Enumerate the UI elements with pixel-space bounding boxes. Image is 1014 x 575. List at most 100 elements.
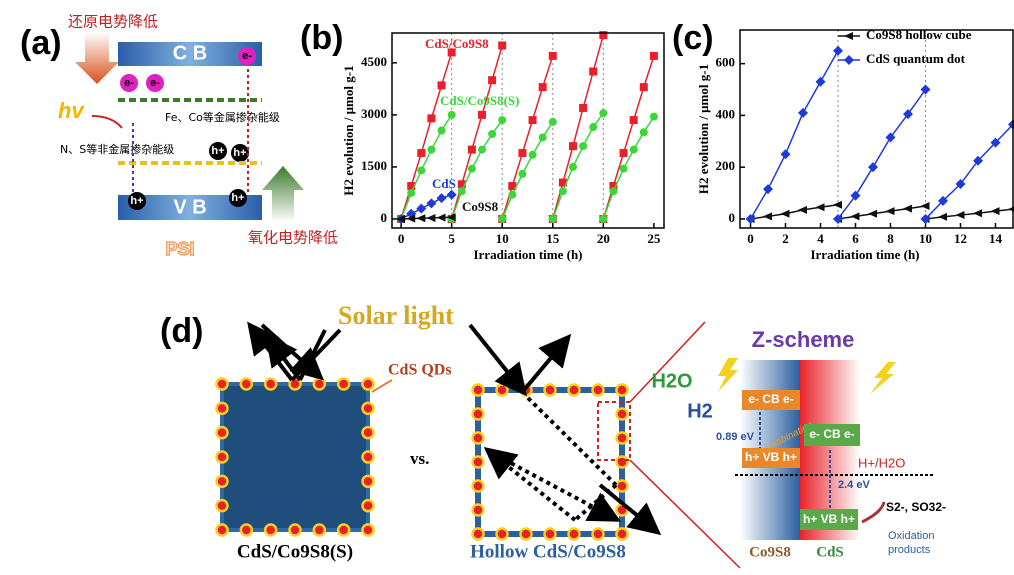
marker: [815, 203, 825, 212]
electron-label: e-: [150, 77, 160, 89]
arrow: [262, 166, 304, 222]
x-tick-label: 10: [496, 231, 509, 246]
marker: [844, 32, 853, 40]
arrow: [91, 115, 123, 129]
marker: [763, 212, 772, 221]
hole-label: h+: [130, 195, 143, 207]
zoom-line: [629, 459, 741, 569]
ions-label: S2-, SO32-: [886, 500, 946, 514]
marker: [990, 137, 1001, 148]
marker: [938, 195, 948, 206]
series-label: Co9S8: [462, 199, 499, 214]
marker: [548, 214, 557, 223]
quantum-dot: [495, 527, 509, 541]
marker: [868, 209, 877, 218]
quantum-dot: [361, 523, 375, 537]
marker: [407, 188, 416, 197]
marker: [868, 162, 878, 173]
ray: [522, 333, 572, 392]
marker: [477, 145, 486, 154]
quantum-dot: [215, 474, 229, 489]
legend-label: Co9S8 hollow cube: [866, 27, 972, 42]
y-tick-label: 600: [716, 55, 736, 70]
marker: [938, 212, 947, 221]
marker: [990, 207, 1000, 216]
quantum-dot: [215, 523, 229, 537]
ray: [483, 447, 577, 522]
products-label: Oxidation: [888, 530, 934, 542]
quantum-dot: [336, 377, 351, 391]
zoom-box: [597, 401, 631, 461]
arrow: [861, 501, 886, 524]
marker: [417, 166, 426, 175]
vb-box: [742, 448, 800, 468]
marker: [599, 214, 608, 223]
marker: [426, 213, 436, 222]
marker: [446, 189, 457, 200]
lightning: [870, 362, 896, 394]
marker: [558, 187, 567, 196]
h2o-label: H2O: [651, 370, 692, 392]
x-tick-label: 10: [919, 231, 932, 246]
marker: [518, 169, 527, 178]
gap-label: 0.89 eV: [716, 431, 755, 443]
marker: [920, 202, 930, 210]
hole-label: h+: [233, 147, 246, 159]
quantum-dot: [215, 377, 229, 391]
panel-a: (a) 还原电势降低 C B e- e- e- hv Fe、Co等金属掺杂能级 …: [20, 13, 338, 260]
cb-label: e- CB e-: [809, 427, 854, 441]
hole: [229, 189, 247, 207]
lightning: [718, 358, 738, 392]
panel-label: (a): [20, 24, 62, 62]
marker: [589, 67, 598, 76]
marker: [833, 200, 842, 209]
series-line: [400, 34, 655, 220]
zscheme-title: Z-scheme: [752, 327, 855, 352]
marker: [639, 83, 648, 92]
quantum-dot: [591, 527, 605, 541]
marker: [446, 213, 456, 222]
quantum-dot: [471, 407, 485, 421]
marker: [780, 149, 791, 160]
marker: [833, 45, 843, 56]
marker: [548, 117, 557, 126]
marker: [629, 145, 638, 154]
quantum-dot: [239, 377, 254, 391]
quantum-dot: [615, 407, 629, 421]
gap-label: 2.4 eV: [838, 479, 870, 491]
marker: [609, 187, 618, 196]
marker: [885, 207, 895, 216]
electron-label: e-: [242, 50, 252, 62]
x-tick-label: 4: [817, 231, 824, 246]
marker: [815, 76, 826, 87]
marker: [427, 114, 436, 123]
y-axis-label: H2 evolution / μmol g-1: [341, 65, 356, 195]
marker: [599, 31, 608, 40]
co9s8-label: Co9S8: [749, 544, 791, 560]
solid-label: CdS/Co9S8(S): [237, 541, 353, 562]
panel-label: (c): [672, 19, 714, 57]
cb-box: [742, 390, 800, 410]
quantum-dot: [471, 383, 485, 397]
series-line: [749, 50, 1014, 220]
x-tick-label: 5: [448, 231, 455, 246]
hollow-cube: [475, 387, 625, 537]
marker: [467, 145, 476, 154]
marker: [798, 205, 807, 214]
hole: [231, 144, 249, 162]
hollow-label: Hollow CdS/Co9S8: [470, 541, 626, 562]
marker: [833, 213, 843, 224]
cds-label: CdS: [816, 544, 844, 560]
x-tick-label: 0: [747, 231, 754, 246]
quantum-dot: [336, 523, 351, 537]
quantum-dot: [471, 503, 485, 517]
hole: [209, 142, 227, 160]
light-rays: [247, 321, 662, 536]
ray: [468, 323, 527, 397]
series-label: CdS/Co9S8: [425, 36, 489, 51]
quantum-dot: [215, 401, 229, 416]
quantum-dot: [615, 431, 629, 445]
vb-box: [800, 509, 858, 530]
